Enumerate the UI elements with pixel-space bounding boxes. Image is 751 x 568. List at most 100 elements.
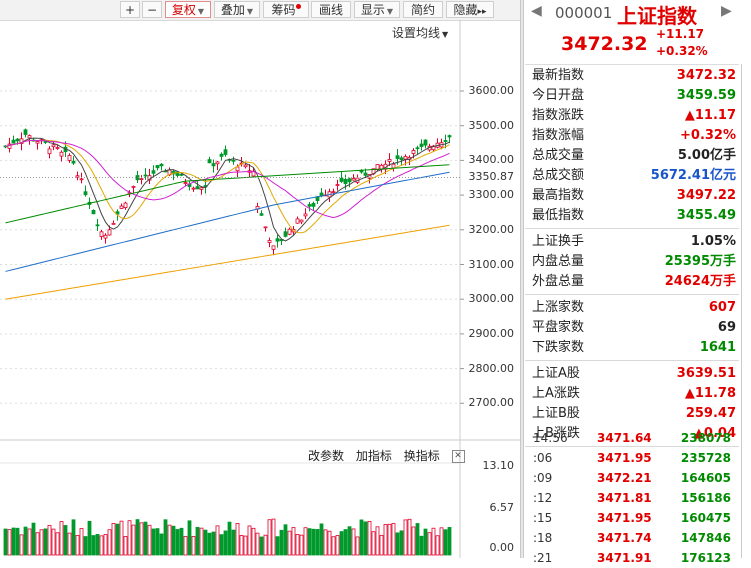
volume-bar — [227, 521, 232, 556]
zoom-in-button[interactable]: + — [120, 1, 140, 18]
volume-bar — [431, 527, 436, 556]
xianshi-label: 显示 — [360, 3, 385, 17]
volume-bar — [263, 534, 268, 556]
price-axis-label: 3350.87 — [464, 170, 514, 184]
huaxian-button[interactable]: 画线 — [311, 1, 351, 18]
ma60-line — [5, 164, 450, 224]
candle-body — [91, 209, 96, 215]
close-icon[interactable]: ✕ — [451, 450, 465, 463]
jianyue-button[interactable]: 简约 — [403, 1, 443, 18]
zoom-out-button[interactable]: − — [142, 1, 162, 18]
volume-bar — [347, 526, 352, 556]
candle-body — [395, 155, 400, 159]
diejia-dropdown[interactable]: 叠加 ▼ — [214, 1, 260, 18]
volume-bar — [443, 529, 448, 556]
stat-value: 5672.41亿元 — [650, 168, 736, 183]
stat-value: 3472.32 — [676, 68, 736, 83]
candle-body — [99, 231, 104, 237]
volume-bar — [235, 523, 240, 556]
volume-bar — [171, 525, 176, 556]
volume-bar — [363, 521, 368, 556]
prev-stock-icon[interactable]: ◀ — [531, 3, 542, 19]
volume-bar — [355, 536, 360, 556]
quote-header: ◀ 000001 上证指数 ▶ 3472.32 +11.17 +0.32% — [525, 0, 739, 65]
tick-price: 3471.95 — [597, 451, 652, 465]
candle-body — [271, 245, 276, 250]
stat-row: 下跌家数 1641 — [532, 338, 736, 358]
stat-value: 1641 — [699, 340, 736, 355]
volume-bar — [323, 529, 328, 556]
candle-body — [311, 203, 316, 207]
stat-value: 1.05% — [690, 234, 736, 249]
stat-value: ▲11.17 — [684, 108, 736, 123]
ma120-line — [5, 171, 450, 272]
candle-body — [415, 147, 420, 150]
panel-divider[interactable] — [520, 0, 524, 558]
candle-body — [447, 135, 452, 138]
candle-body — [235, 166, 240, 172]
ma20-line — [5, 140, 450, 219]
volume-bar — [435, 535, 440, 556]
quote-panel: ◀ 000001 上证指数 ▶ 3472.32 +11.17 +0.32% 最新… — [525, 0, 751, 565]
volume-bar — [267, 519, 272, 556]
volume-bar — [439, 527, 444, 556]
candle-body — [207, 159, 212, 164]
volume-bar — [411, 526, 416, 556]
volume-bar — [187, 520, 192, 556]
stat-value: 3455.49 — [676, 208, 736, 223]
volume-bar — [115, 523, 120, 556]
volume-bar — [63, 525, 68, 556]
xianshi-dropdown[interactable]: 显示 ▼ — [354, 1, 400, 18]
stat-row: 最低指数 3455.49 — [532, 206, 736, 226]
tick-price: 3471.91 — [597, 551, 652, 565]
candle-body — [111, 222, 116, 225]
candle-body — [295, 218, 300, 224]
stat-label: 上证换手 — [532, 234, 585, 249]
volume-bar — [83, 536, 88, 556]
divider — [525, 294, 739, 295]
volume-bar — [299, 534, 304, 556]
volume-bar — [335, 535, 340, 556]
tick-volume: 147846 — [680, 531, 731, 545]
kline-chart[interactable] — [0, 20, 521, 558]
stat-label: 内盘总量 — [532, 254, 585, 269]
volume-bar — [27, 528, 32, 556]
volume-bar — [143, 521, 148, 556]
set-ma-dropdown[interactable]: 设置均线 ▼ — [392, 24, 448, 41]
volume-bar — [243, 535, 248, 556]
divider — [525, 228, 739, 229]
stat-value: ▲11.78 — [684, 386, 736, 401]
volume-bar — [359, 519, 364, 556]
volume-bar — [179, 527, 184, 556]
edit-params-button[interactable]: 改参数 — [308, 449, 345, 463]
chouma-button[interactable]: 筹码 — [263, 1, 309, 18]
volume-bar — [79, 528, 84, 556]
tick-volume: 176123 — [680, 551, 731, 565]
switch-indicator-button[interactable]: 换指标 — [403, 449, 440, 463]
next-stock-icon[interactable]: ▶ — [721, 3, 732, 19]
candle-body — [347, 178, 352, 183]
candle-body — [331, 191, 336, 194]
volume-bar — [447, 527, 452, 556]
fuquan-dropdown[interactable]: 复权 ▼ — [165, 1, 211, 18]
stat-row: 指数涨跌 ▲11.17 — [532, 106, 736, 126]
volume-bar — [55, 532, 60, 556]
diejia-label: 叠加 — [220, 3, 245, 17]
candle-body — [303, 213, 308, 217]
stat-value: 25395万手 — [664, 254, 736, 269]
candle-body — [47, 148, 52, 155]
volume-bar — [395, 532, 400, 556]
candle-body — [215, 161, 220, 165]
price-axis-label: 2700.00 — [468, 396, 515, 410]
volume-bar — [191, 536, 196, 556]
volume-bar — [239, 535, 244, 556]
candle-body — [307, 204, 312, 207]
volume-bar — [71, 519, 76, 556]
volume-axis-label: 6.57 — [489, 501, 515, 514]
volume-bar — [87, 520, 92, 556]
candle-body — [243, 164, 248, 168]
volume-bar — [403, 519, 408, 556]
yincang-button[interactable]: 隐藏▸▸ — [446, 1, 494, 18]
add-indicator-button[interactable]: 加指标 — [355, 449, 392, 463]
divider — [525, 360, 739, 361]
